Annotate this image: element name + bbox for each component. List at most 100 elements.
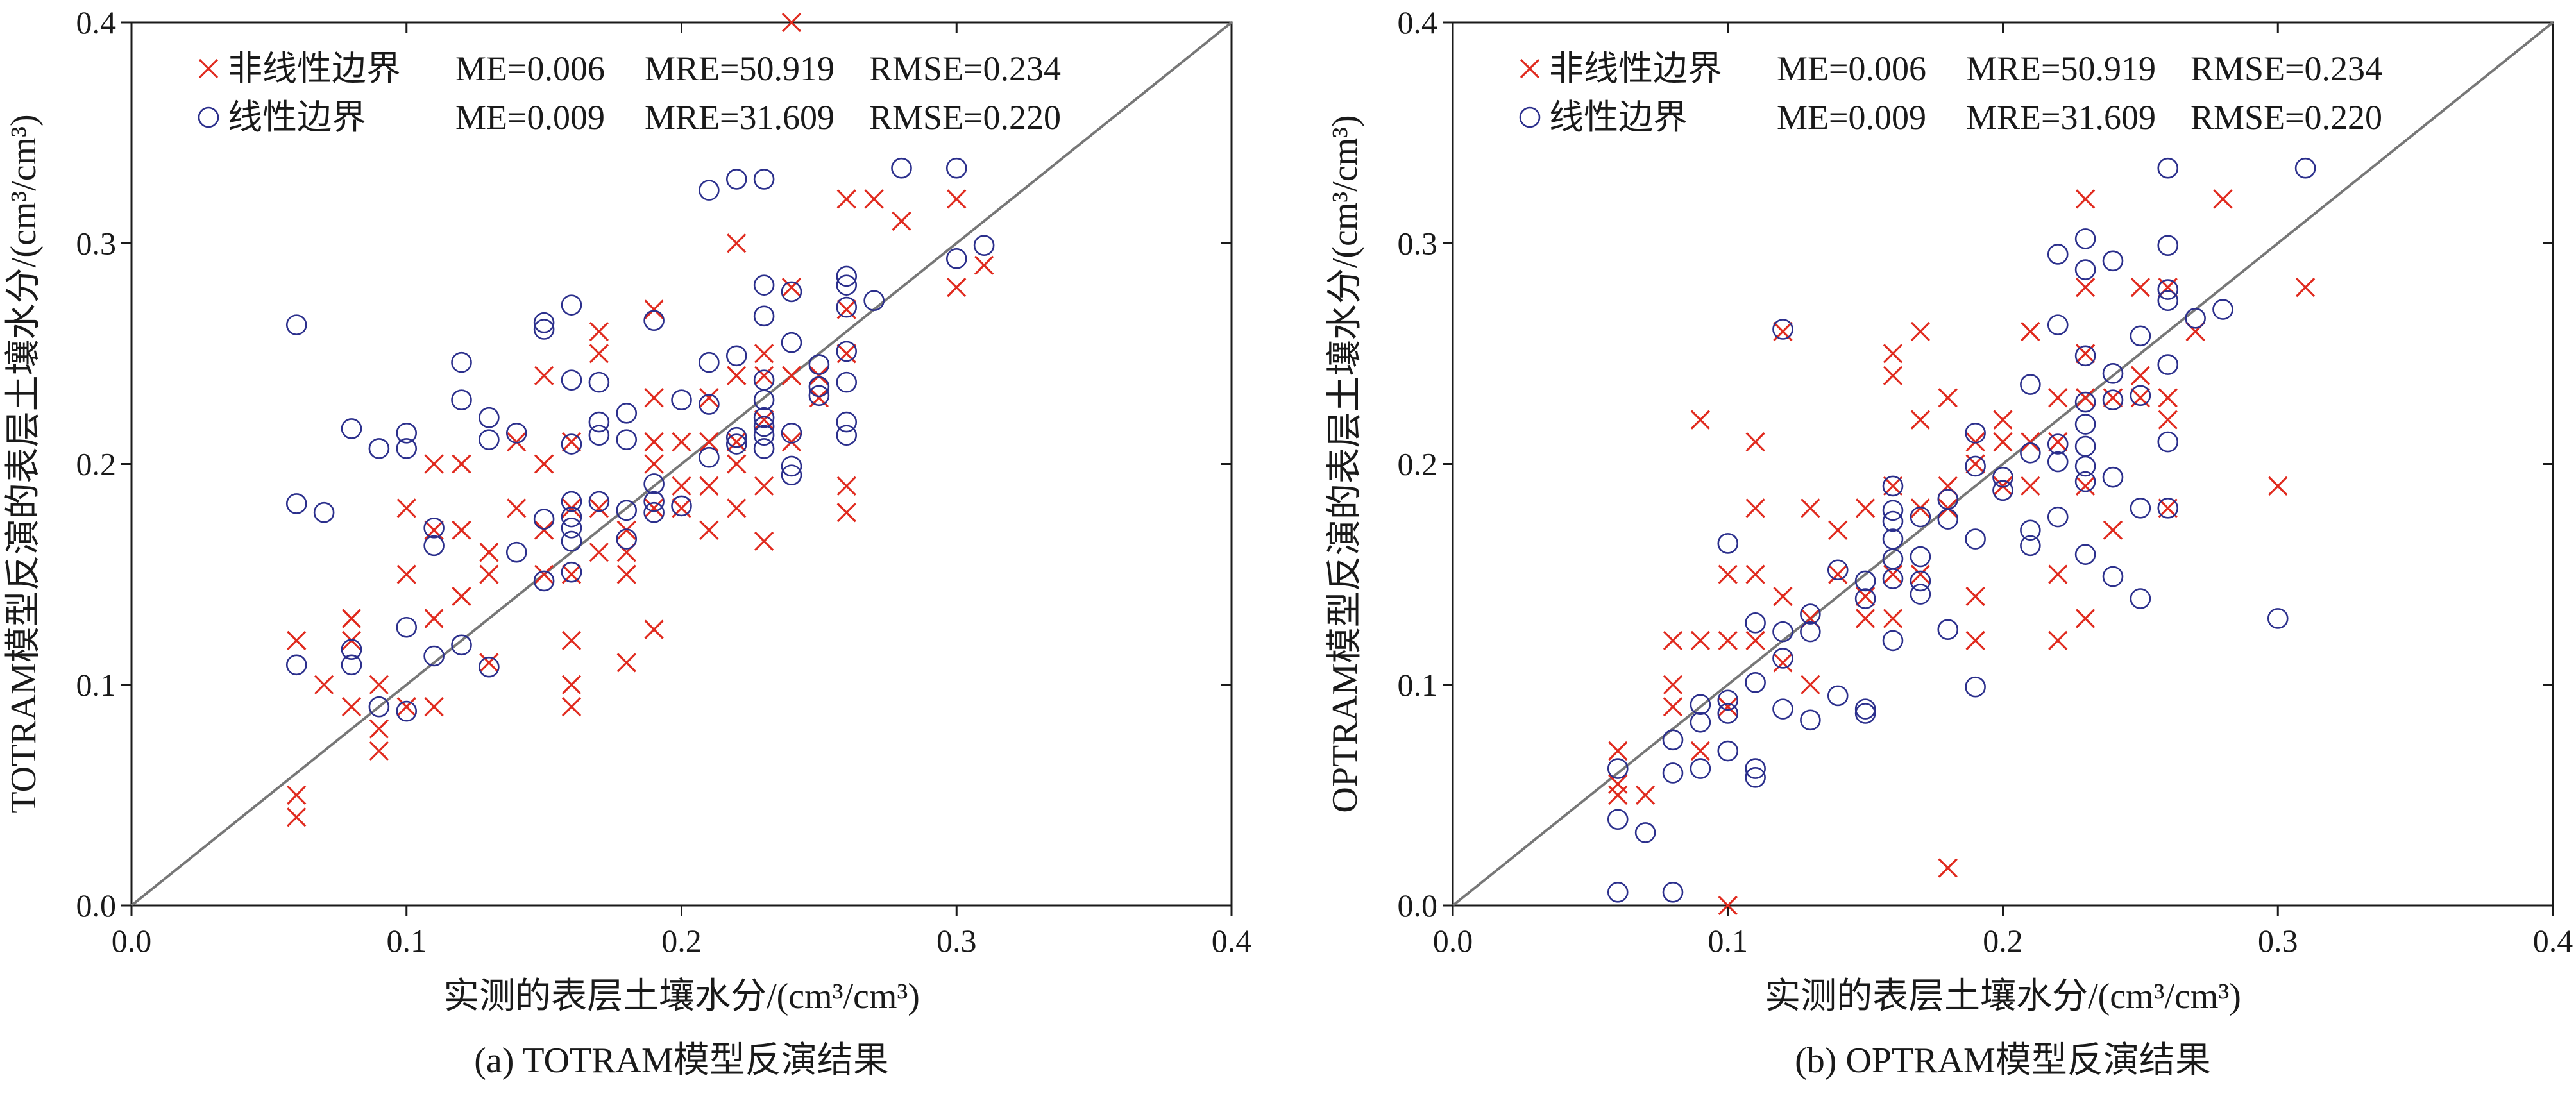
- data-point-linear: [313, 501, 335, 523]
- data-point-linear: [2074, 544, 2096, 565]
- data-point-linear: [1882, 630, 1904, 652]
- data-point-nonlinear: [534, 366, 554, 385]
- data-point-linear: [1772, 698, 1793, 720]
- data-point-linear: [423, 518, 445, 539]
- data-point-nonlinear: [727, 432, 747, 452]
- data-point-linear: [588, 425, 610, 446]
- data-point-linear: [836, 425, 858, 446]
- data-point-linear: [725, 169, 747, 190]
- data-point-linear: [781, 455, 802, 477]
- data-point-linear: [2294, 157, 2316, 179]
- data-point-linear: [1827, 685, 1849, 707]
- legend-rmse: RMSE=0.220: [869, 98, 1061, 137]
- data-point-linear: [808, 385, 830, 407]
- data-point-nonlinear: [287, 807, 307, 827]
- legend-rmse: RMSE=0.234: [869, 49, 1061, 88]
- data-point-linear: [1800, 603, 1821, 625]
- data-point-nonlinear: [396, 697, 416, 717]
- data-point-nonlinear: [1608, 785, 1628, 805]
- data-point-linear: [561, 369, 582, 391]
- data-point-linear: [423, 645, 445, 667]
- data-point-nonlinear: [561, 697, 582, 717]
- data-point-nonlinear: [947, 189, 967, 209]
- legend-series-name: 非线性边界: [1549, 49, 1722, 88]
- data-point-linear: [1662, 762, 1684, 784]
- data-point-linear: [781, 464, 802, 486]
- data-point-nonlinear: [2021, 432, 2040, 452]
- data-point-nonlinear: [644, 299, 664, 319]
- data-point-linear: [2020, 374, 2041, 395]
- data-point-linear: [1910, 584, 1931, 605]
- x-axis-title: 实测的表层土壤水分/(cm³/cm³): [443, 977, 920, 1016]
- data-point-nonlinear: [1965, 630, 1985, 651]
- data-point-nonlinear: [561, 432, 582, 452]
- data-point-nonlinear: [754, 531, 774, 551]
- data-point-linear: [2157, 235, 2179, 256]
- data-point-nonlinear: [2158, 388, 2178, 408]
- data-point-nonlinear: [754, 344, 774, 364]
- data-point-linear: [643, 491, 665, 512]
- data-point-linear: [1854, 698, 1876, 720]
- data-point-nonlinear: [2048, 630, 2068, 651]
- data-point-nonlinear: [1718, 895, 1738, 916]
- data-point-nonlinear: [1910, 321, 1931, 342]
- data-point-nonlinear: [479, 653, 499, 673]
- data-point-linear: [1854, 588, 1876, 609]
- data-point-linear: [2020, 442, 2041, 464]
- data-point-linear: [1882, 568, 1904, 589]
- data-point-nonlinear: [589, 321, 609, 342]
- data-point-linear: [836, 371, 858, 393]
- data-point-nonlinear: [1718, 697, 1738, 717]
- data-point-linear: [836, 341, 858, 362]
- data-point-nonlinear: [754, 366, 774, 385]
- data-point-nonlinear: [396, 564, 416, 584]
- data-point-linear: [2020, 535, 2041, 557]
- legend-series-name: 线性边界: [1549, 98, 1688, 137]
- y-tick-label: 0.0: [76, 888, 117, 923]
- data-point-nonlinear: [644, 498, 664, 518]
- data-point-linear: [1937, 619, 1959, 640]
- x-axis-title: 实测的表层土壤水分/(cm³/cm³): [1765, 977, 2241, 1016]
- data-point-linear: [753, 416, 775, 437]
- data-point-linear: [1827, 559, 1849, 581]
- data-point-linear: [1745, 672, 1766, 693]
- data-point-linear: [2074, 391, 2096, 413]
- data-point-linear: [2267, 608, 2289, 629]
- data-point-nonlinear: [864, 189, 884, 209]
- data-point-linear: [1800, 621, 1821, 643]
- x-tick-label: 0.1: [1708, 923, 1749, 959]
- data-point-linear: [781, 423, 802, 444]
- data-point-linear: [945, 157, 967, 179]
- data-point-nonlinear: [534, 564, 554, 584]
- data-point-nonlinear: [561, 564, 582, 584]
- data-point-nonlinear: [2021, 476, 2040, 496]
- data-point-nonlinear: [314, 675, 334, 694]
- data-point-nonlinear: [2130, 366, 2151, 385]
- data-point-linear: [643, 473, 665, 494]
- data-point-linear: [1965, 528, 1986, 550]
- data-point-nonlinear: [836, 344, 856, 364]
- data-point-nonlinear: [2158, 410, 2178, 430]
- data-point-linear: [396, 616, 418, 638]
- data-point-linear: [588, 371, 610, 393]
- data-point-linear: [725, 433, 747, 455]
- data-point-linear: [753, 169, 775, 190]
- data-point-nonlinear: [1883, 609, 1903, 628]
- data-point-linear: [699, 180, 720, 201]
- data-point-nonlinear: [836, 503, 856, 523]
- data-point-linear: [561, 506, 582, 528]
- data-point-nonlinear: [2213, 189, 2233, 209]
- data-point-linear: [891, 157, 912, 179]
- data-point-linear: [2020, 519, 2041, 541]
- data-point-linear: [1937, 489, 1959, 510]
- data-point-nonlinear: [561, 675, 582, 694]
- data-point-nonlinear: [396, 498, 416, 518]
- data-point-linear: [451, 351, 472, 373]
- data-point-nonlinear: [727, 498, 747, 518]
- data-point-linear: [2074, 414, 2096, 435]
- data-point-nonlinear: [2158, 498, 2178, 518]
- data-point-linear: [671, 495, 692, 517]
- data-point-linear: [753, 438, 775, 459]
- y-tick-label: 0.1: [76, 667, 117, 703]
- y-axis-title: OPTRAM模型反演的表层土壤水分/(cm³/cm³): [1325, 115, 1365, 812]
